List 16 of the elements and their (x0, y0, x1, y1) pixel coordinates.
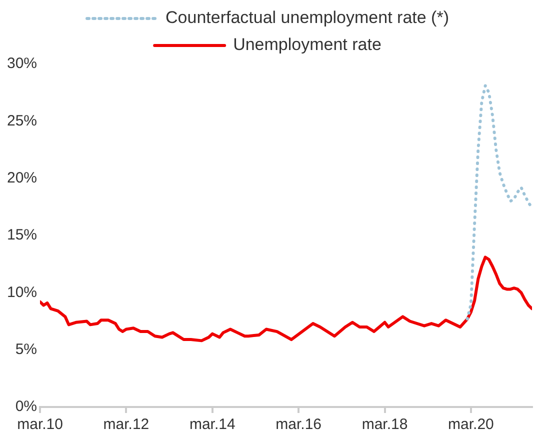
y-tick-label: 30% (6, 55, 38, 72)
x-tick-label: mar.12 (103, 416, 150, 434)
legend-label: Unemployment rate (233, 35, 382, 54)
legend-label: Counterfactual unemployment rate (*) (166, 8, 449, 28)
x-tick-label: mar.18 (362, 416, 408, 434)
x-tick-label: mar.10 (17, 416, 63, 434)
y-tick-label: 0% (15, 398, 38, 416)
y-tick-label: 15% (6, 226, 38, 244)
x-tick-label: mar.14 (189, 416, 236, 434)
y-tick-label: 20% (6, 169, 38, 186)
line-series (466, 84, 532, 320)
y-tick-label: 10% (6, 284, 38, 301)
y-tick-label: 25% (6, 112, 38, 130)
y-tick-label: 5% (15, 340, 38, 358)
x-tick-label: mar.20 (448, 416, 494, 434)
x-tick-label: mar.16 (276, 416, 322, 434)
